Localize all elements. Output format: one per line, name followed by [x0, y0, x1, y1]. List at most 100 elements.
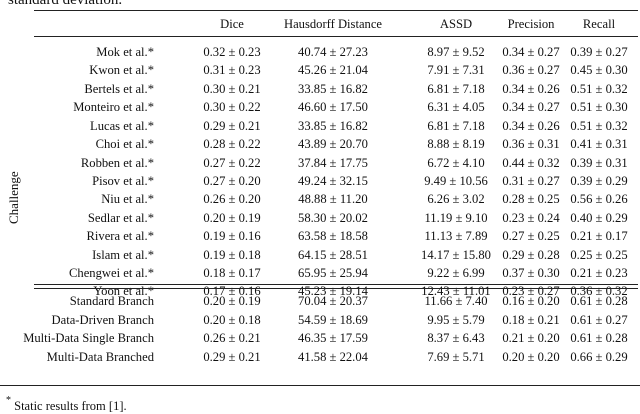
- cell-recall: 0.41 ± 0.31: [570, 137, 628, 151]
- cell-recall: 0.39 ± 0.31: [570, 156, 628, 170]
- method-label: Robben et al.*: [80, 156, 154, 170]
- footnote-marker: *: [6, 395, 11, 406]
- cell-assd: 8.97 ± 9.52: [427, 45, 485, 59]
- cell-dice: 0.29 ± 0.21: [203, 350, 261, 364]
- method-label: Bertels et al.*: [84, 82, 154, 96]
- caption-tail: standard deviation.: [8, 0, 123, 8]
- cell-hausdorff: 58.30 ± 20.02: [298, 211, 368, 225]
- cell-precision: 0.18 ± 0.21: [502, 313, 560, 327]
- cell-dice: 0.17 ± 0.16: [203, 284, 261, 298]
- method-label: Rivera et al.*: [86, 229, 155, 243]
- cell-assd: 9.22 ± 6.99: [427, 266, 485, 280]
- cell-assd: 11.19 ± 9.10: [424, 211, 488, 225]
- method-label: Multi-Data Single Branch: [23, 331, 154, 345]
- cell-precision: 0.27 ± 0.25: [502, 229, 560, 243]
- cell-recall: 0.36 ± 0.32: [570, 284, 628, 298]
- bottom-rule: [0, 385, 640, 386]
- cell-dice: 0.18 ± 0.17: [203, 266, 261, 280]
- cell-precision: 0.23 ± 0.24: [502, 211, 560, 225]
- method-label: Niu et al.*: [101, 192, 154, 206]
- cell-recall: 0.61 ± 0.28: [570, 294, 628, 308]
- method-label: Yoon et al.*: [93, 284, 154, 298]
- cell-assd: 6.72 ± 4.10: [427, 156, 485, 170]
- cell-assd: 9.49 ± 10.56: [424, 174, 488, 188]
- cell-hausdorff: 37.84 ± 17.75: [298, 156, 368, 170]
- footnote: * Static results from [1].: [6, 395, 127, 414]
- cell-hausdorff: 65.95 ± 25.94: [298, 266, 368, 280]
- cell-hausdorff: 48.88 ± 11.20: [298, 192, 368, 206]
- cell-precision: 0.34 ± 0.26: [502, 119, 560, 133]
- method-label: Pisov et al.*: [92, 174, 154, 188]
- cell-precision: 0.37 ± 0.30: [502, 266, 560, 280]
- cell-recall: 0.51 ± 0.32: [570, 82, 628, 96]
- cell-dice: 0.19 ± 0.18: [203, 248, 261, 262]
- cell-hausdorff: 41.58 ± 22.04: [298, 350, 368, 364]
- cell-precision: 0.36 ± 0.31: [502, 137, 560, 151]
- cell-assd: 11.66 ± 7.40: [424, 294, 488, 308]
- method-label: Choi et al.*: [95, 137, 154, 151]
- column-header-assd: ASSD: [439, 17, 473, 31]
- cell-hausdorff: 45.23 ± 19.14: [298, 284, 368, 298]
- cell-recall: 0.61 ± 0.27: [570, 313, 628, 327]
- column-header-hausdorff: Hausdorff Distance: [283, 17, 383, 31]
- cell-hausdorff: 45.26 ± 21.04: [298, 63, 368, 77]
- cell-precision: 0.16 ± 0.20: [502, 294, 560, 308]
- group-rule-2: [34, 288, 638, 289]
- method-label: Mok et al.*: [96, 45, 154, 59]
- cell-precision: 0.34 ± 0.26: [502, 82, 560, 96]
- method-label: Lucas et al.*: [90, 119, 154, 133]
- cell-assd: 7.69 ± 5.71: [427, 350, 485, 364]
- cell-precision: 0.44 ± 0.32: [502, 156, 560, 170]
- cell-precision: 0.28 ± 0.25: [502, 192, 560, 206]
- cell-hausdorff: 54.59 ± 18.69: [298, 313, 368, 327]
- method-label: Data-Driven Branch: [51, 313, 154, 327]
- cell-precision: 0.20 ± 0.20: [502, 350, 560, 364]
- cell-recall: 0.45 ± 0.30: [570, 63, 628, 77]
- cell-dice: 0.32 ± 0.23: [203, 45, 261, 59]
- cell-assd: 7.91 ± 7.31: [427, 63, 485, 77]
- cell-dice: 0.26 ± 0.20: [203, 192, 261, 206]
- cell-hausdorff: 46.60 ± 17.50: [298, 100, 368, 114]
- cell-hausdorff: 46.35 ± 17.59: [298, 331, 368, 345]
- group-label-challenge: Challenge: [6, 171, 21, 224]
- cell-precision: 0.31 ± 0.27: [502, 174, 560, 188]
- cell-precision: 0.21 ± 0.20: [502, 331, 560, 345]
- cell-assd: 6.31 ± 4.05: [427, 100, 485, 114]
- cell-recall: 0.66 ± 0.29: [570, 350, 628, 364]
- cell-recall: 0.21 ± 0.17: [570, 229, 628, 243]
- cell-dice: 0.30 ± 0.22: [203, 100, 261, 114]
- cell-recall: 0.51 ± 0.30: [570, 100, 628, 114]
- method-label: Chengwei et al.*: [69, 266, 154, 280]
- method-label: Sedlar et al.*: [87, 211, 154, 225]
- cell-recall: 0.25 ± 0.25: [570, 248, 628, 262]
- group-rule-1: [34, 284, 638, 285]
- cell-dice: 0.20 ± 0.18: [203, 313, 261, 327]
- cell-recall: 0.40 ± 0.29: [570, 211, 628, 225]
- cell-hausdorff: 33.85 ± 16.82: [298, 119, 368, 133]
- cell-assd: 6.26 ± 3.02: [427, 192, 485, 206]
- cell-dice: 0.20 ± 0.19: [203, 211, 261, 225]
- cell-assd: 12.43 ± 11.01: [421, 284, 491, 298]
- cell-precision: 0.34 ± 0.27: [502, 100, 560, 114]
- cell-recall: 0.39 ± 0.27: [570, 45, 628, 59]
- cell-precision: 0.23 ± 0.27: [502, 284, 560, 298]
- cell-hausdorff: 64.15 ± 28.51: [298, 248, 368, 262]
- cell-dice: 0.27 ± 0.20: [203, 174, 261, 188]
- cell-assd: 8.88 ± 8.19: [427, 137, 485, 151]
- method-label: Monteiro et al.*: [73, 100, 154, 114]
- cell-dice: 0.31 ± 0.23: [203, 63, 261, 77]
- cell-recall: 0.21 ± 0.23: [570, 266, 628, 280]
- cell-assd: 11.13 ± 7.89: [424, 229, 488, 243]
- header-rule: [34, 36, 638, 37]
- column-header-recall: Recall: [582, 17, 616, 31]
- cell-recall: 0.39 ± 0.29: [570, 174, 628, 188]
- method-label: Islam et al.*: [92, 248, 154, 262]
- cell-recall: 0.61 ± 0.28: [570, 331, 628, 345]
- cell-assd: 8.37 ± 6.43: [427, 331, 485, 345]
- cell-assd: 6.81 ± 7.18: [427, 119, 485, 133]
- cell-hausdorff: 49.24 ± 32.15: [298, 174, 368, 188]
- method-label: Multi-Data Branched: [46, 350, 154, 364]
- cell-assd: 14.17 ± 15.80: [421, 248, 491, 262]
- cell-dice: 0.20 ± 0.19: [203, 294, 261, 308]
- cell-assd: 9.95 ± 5.79: [427, 313, 485, 327]
